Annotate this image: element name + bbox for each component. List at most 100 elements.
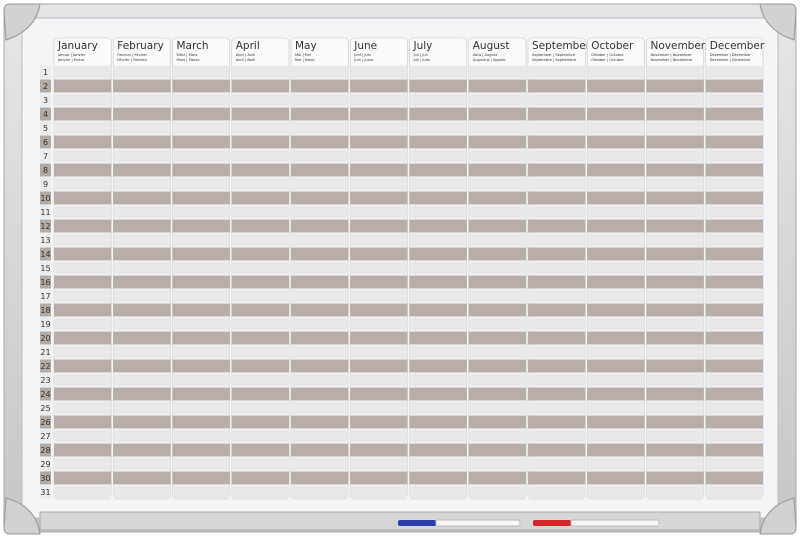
- day-cell: [40, 331, 51, 345]
- day-row: [350, 191, 408, 205]
- day-row: [231, 219, 289, 233]
- day-row: [172, 65, 230, 79]
- day-row: [54, 373, 112, 387]
- marker[interactable]: [435, 519, 521, 527]
- day-row: [409, 387, 467, 401]
- day-row: [409, 233, 467, 247]
- day-row: [646, 289, 704, 303]
- marker-cap[interactable]: [533, 520, 571, 526]
- corner: [759, 3, 797, 41]
- day-cell: [40, 401, 51, 415]
- marker-cap[interactable]: [398, 520, 436, 526]
- day-row: [587, 135, 645, 149]
- day-row: [231, 303, 289, 317]
- day-cell: [40, 345, 51, 359]
- day-row: [705, 317, 763, 331]
- day-row: [54, 247, 112, 261]
- day-cell: [40, 135, 51, 149]
- day-row: [705, 457, 763, 471]
- day-cell: [40, 163, 51, 177]
- day-row: [54, 121, 112, 135]
- day-row: [646, 205, 704, 219]
- day-row: [350, 163, 408, 177]
- day-row: [350, 247, 408, 261]
- month-translation: Augustus | Agosto: [473, 58, 506, 62]
- day-row: [646, 373, 704, 387]
- day-row: [587, 443, 645, 457]
- day-number: 1: [43, 68, 48, 77]
- day-row: [291, 317, 349, 331]
- day-row: [409, 415, 467, 429]
- day-row: [528, 121, 586, 135]
- day-row: [113, 219, 171, 233]
- day-row: [291, 107, 349, 121]
- day-row: [113, 415, 171, 429]
- day-row: [587, 345, 645, 359]
- day-row: [172, 177, 230, 191]
- corner: [3, 3, 41, 41]
- day-row: [528, 79, 586, 93]
- month-name: February: [117, 40, 164, 52]
- day-row: [587, 387, 645, 401]
- day-row: [54, 387, 112, 401]
- day-row: [409, 373, 467, 387]
- day-row: [350, 373, 408, 387]
- day-row: [409, 443, 467, 457]
- day-row: [113, 401, 171, 415]
- day-number: 30: [40, 474, 50, 483]
- month-translation: Août | August: [473, 53, 498, 57]
- day-row: [646, 149, 704, 163]
- day-row: [172, 275, 230, 289]
- day-row: [528, 289, 586, 303]
- month-name: July: [413, 40, 433, 52]
- day-number: 18: [40, 306, 50, 315]
- day-row: [646, 233, 704, 247]
- day-row: [468, 317, 526, 331]
- day-row: [705, 107, 763, 121]
- day-cell: [40, 149, 51, 163]
- day-row: [468, 233, 526, 247]
- day-row: [646, 471, 704, 485]
- day-row: [231, 149, 289, 163]
- day-row: [113, 317, 171, 331]
- month-name: June: [353, 40, 377, 52]
- day-row: [528, 443, 586, 457]
- day-row: [646, 135, 704, 149]
- day-row: [172, 359, 230, 373]
- day-row: [468, 485, 526, 499]
- day-row: [231, 233, 289, 247]
- day-cell: [40, 247, 51, 261]
- day-row: [54, 93, 112, 107]
- day-row: [528, 177, 586, 191]
- day-row: [468, 163, 526, 177]
- day-row: [528, 387, 586, 401]
- day-row: [528, 261, 586, 275]
- day-row: [291, 401, 349, 415]
- day-row: [231, 443, 289, 457]
- day-row: [468, 107, 526, 121]
- marker[interactable]: [570, 519, 660, 527]
- day-row: [705, 65, 763, 79]
- day-row: [231, 415, 289, 429]
- day-row: [172, 443, 230, 457]
- month-translation: November | Novembre: [651, 53, 693, 57]
- day-row: [113, 471, 171, 485]
- day-row: [468, 205, 526, 219]
- month-translation: Juin | Junio: [353, 58, 373, 62]
- month-name: January: [57, 40, 98, 52]
- day-row: [291, 373, 349, 387]
- day-row: [468, 429, 526, 443]
- day-row: [528, 219, 586, 233]
- day-row: [350, 415, 408, 429]
- day-row: [705, 471, 763, 485]
- day-row: [528, 163, 586, 177]
- day-row: [409, 247, 467, 261]
- day-row: [409, 401, 467, 415]
- month-name: April: [236, 40, 260, 52]
- day-row: [646, 93, 704, 107]
- day-row: [409, 429, 467, 443]
- day-row: [291, 219, 349, 233]
- month-name: August: [473, 40, 510, 52]
- day-row: [54, 485, 112, 499]
- day-row: [646, 191, 704, 205]
